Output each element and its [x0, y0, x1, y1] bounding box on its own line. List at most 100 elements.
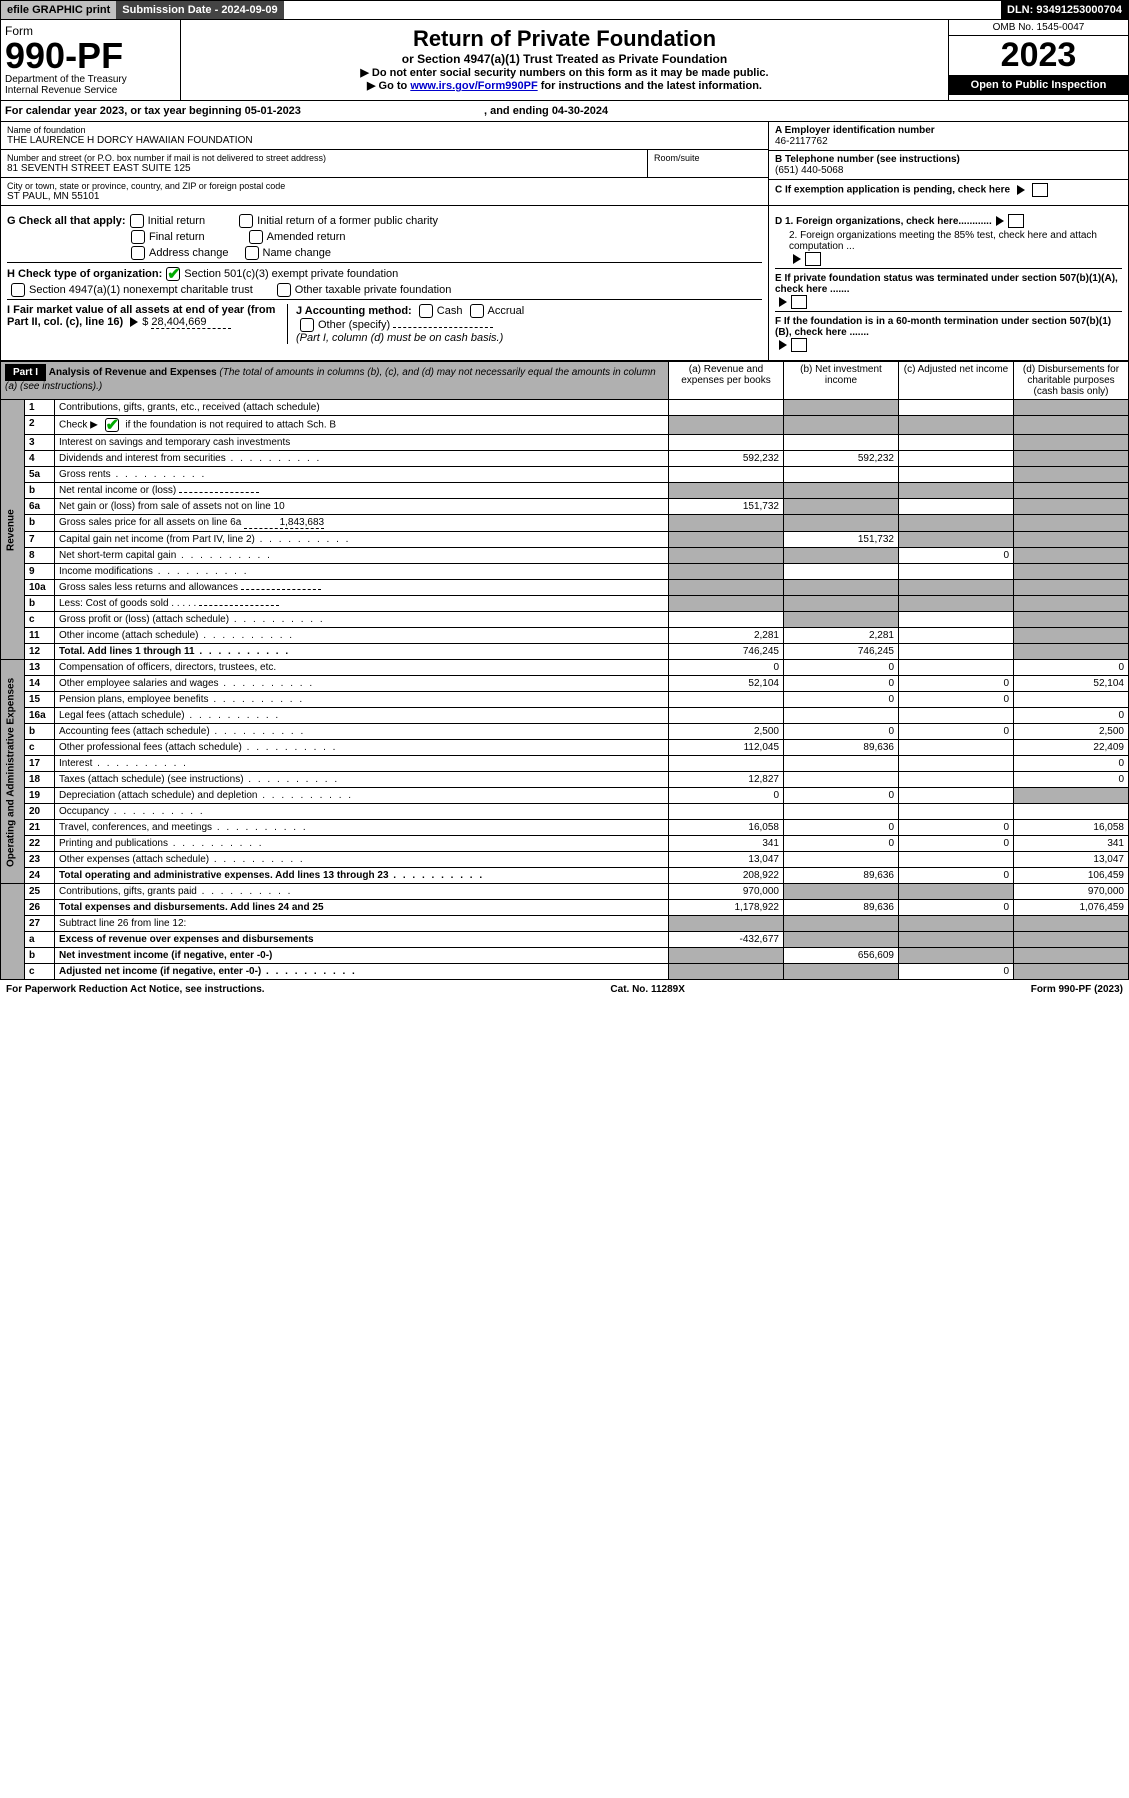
l14d: 52,104 — [1014, 676, 1129, 692]
schb-checkbox[interactable] — [105, 418, 119, 432]
instr2-pre: ▶ Go to — [367, 80, 410, 92]
other-taxable-checkbox[interactable] — [277, 283, 291, 297]
initial-former-checkbox[interactable] — [239, 214, 253, 228]
l14: Other employee salaries and wages — [55, 676, 669, 692]
l18d: 0 — [1014, 772, 1129, 788]
c-checkbox[interactable] — [1032, 183, 1048, 197]
d1: D 1. Foreign organizations, check here..… — [775, 216, 992, 227]
dln: DLN: 93491253000704 — [1001, 1, 1128, 19]
name-change-checkbox[interactable] — [245, 246, 259, 260]
h3: Other taxable private foundation — [295, 284, 452, 296]
l13b: 0 — [784, 660, 899, 676]
part1-title: Analysis of Revenue and Expenses — [49, 367, 217, 378]
l21d: 16,058 — [1014, 820, 1129, 836]
ein-label: A Employer identification number — [775, 125, 1122, 136]
foot-left: For Paperwork Reduction Act Notice, see … — [6, 984, 265, 995]
arrow-icon — [130, 317, 138, 327]
l13: Compensation of officers, directors, tru… — [55, 660, 669, 676]
j1: Cash — [437, 305, 463, 317]
open-public: Open to Public Inspection — [949, 75, 1128, 95]
form-number: 990-PF — [5, 38, 176, 74]
h-label: H Check type of organization: — [7, 268, 162, 280]
instr-2: ▶ Go to www.irs.gov/Form990PF for instru… — [187, 79, 942, 92]
l16ba: 2,500 — [669, 724, 784, 740]
l15b: 0 — [784, 692, 899, 708]
instr-1: ▶ Do not enter social security numbers o… — [187, 66, 942, 79]
l16cb: 89,636 — [784, 740, 899, 756]
cal-end: , and ending 04-30-2024 — [484, 105, 608, 117]
e-checkbox[interactable] — [791, 295, 807, 309]
l25: Contributions, gifts, grants paid — [55, 884, 669, 900]
l24b: 89,636 — [784, 868, 899, 884]
form-header: Form 990-PF Department of the Treasury I… — [0, 20, 1129, 101]
name-label: Name of foundation — [7, 125, 762, 135]
arrow-icon — [793, 254, 801, 264]
l14b: 0 — [784, 676, 899, 692]
l11b: 2,281 — [784, 628, 899, 644]
d2: 2. Foreign organizations meeting the 85%… — [789, 230, 1122, 252]
l26d: 1,076,459 — [1014, 900, 1129, 916]
l15c: 0 — [899, 692, 1014, 708]
l10a: Gross sales less returns and allowances — [55, 580, 669, 596]
l12: Total. Add lines 1 through 11 — [55, 644, 669, 660]
entity-block: Name of foundation THE LAURENCE H DORCY … — [0, 122, 1129, 206]
j2: Accrual — [488, 305, 525, 317]
l27bb: 656,609 — [784, 948, 899, 964]
g4: Amended return — [267, 231, 346, 243]
l24a: 208,922 — [669, 868, 784, 884]
accrual-checkbox[interactable] — [470, 304, 484, 318]
arrow-icon — [996, 216, 1004, 226]
initial-return-checkbox[interactable] — [130, 214, 144, 228]
final-return-checkbox[interactable] — [131, 230, 145, 244]
form-link[interactable]: www.irs.gov/Form990PF — [410, 80, 537, 92]
arrow-icon — [779, 297, 787, 307]
l5b: Net rental income or (loss) — [55, 483, 669, 499]
l27aa: -432,677 — [669, 932, 784, 948]
foot-right: Form 990-PF (2023) — [1031, 984, 1123, 995]
d2-checkbox[interactable] — [805, 252, 821, 266]
l17d: 0 — [1014, 756, 1129, 772]
cal-begin: For calendar year 2023, or tax year begi… — [5, 105, 301, 117]
address-change-checkbox[interactable] — [131, 246, 145, 260]
l19b: 0 — [784, 788, 899, 804]
main-title: Return of Private Foundation — [187, 26, 942, 52]
fmv-value: 28,404,669 — [151, 316, 231, 329]
addr-label: Number and street (or P.O. box number if… — [7, 153, 641, 163]
l26c: 0 — [899, 900, 1014, 916]
l22: Printing and publications — [55, 836, 669, 852]
501c3-checkbox[interactable] — [166, 267, 180, 281]
j-note: (Part I, column (d) must be on cash basi… — [296, 332, 503, 344]
l4a: 592,232 — [669, 451, 784, 467]
l6b: Gross sales price for all assets on line… — [55, 515, 669, 532]
l16bd: 2,500 — [1014, 724, 1129, 740]
j-label: J Accounting method: — [296, 305, 412, 317]
l16c: Other professional fees (attach schedule… — [55, 740, 669, 756]
l24: Total operating and administrative expen… — [55, 868, 669, 884]
g6: Name change — [263, 247, 332, 259]
subtitle: or Section 4947(a)(1) Trust Treated as P… — [187, 52, 942, 66]
col-c: (c) Adjusted net income — [899, 362, 1014, 400]
l18: Taxes (attach schedule) (see instruction… — [55, 772, 669, 788]
city-label: City or town, state or province, country… — [7, 181, 762, 191]
l18a: 12,827 — [669, 772, 784, 788]
l22a: 341 — [669, 836, 784, 852]
l21c: 0 — [899, 820, 1014, 836]
l10b: Less: Cost of goods sold . . . . . — [55, 596, 669, 612]
f-checkbox[interactable] — [791, 338, 807, 352]
l16ad: 0 — [1014, 708, 1129, 724]
amended-return-checkbox[interactable] — [249, 230, 263, 244]
l20: Occupancy — [55, 804, 669, 820]
d1-checkbox[interactable] — [1008, 214, 1024, 228]
cash-checkbox[interactable] — [419, 304, 433, 318]
l14a: 52,104 — [669, 676, 784, 692]
l4: Dividends and interest from securities — [55, 451, 669, 467]
4947-checkbox[interactable] — [11, 283, 25, 297]
l15: Pension plans, employee benefits — [55, 692, 669, 708]
other-method-checkbox[interactable] — [300, 318, 314, 332]
l22d: 341 — [1014, 836, 1129, 852]
g-label: G Check all that apply: — [7, 215, 126, 227]
l24c: 0 — [899, 868, 1014, 884]
l16b: Accounting fees (attach schedule) — [55, 724, 669, 740]
e: E If private foundation status was termi… — [775, 273, 1122, 295]
top-bar: efile GRAPHIC print Submission Date - 20… — [0, 0, 1129, 20]
